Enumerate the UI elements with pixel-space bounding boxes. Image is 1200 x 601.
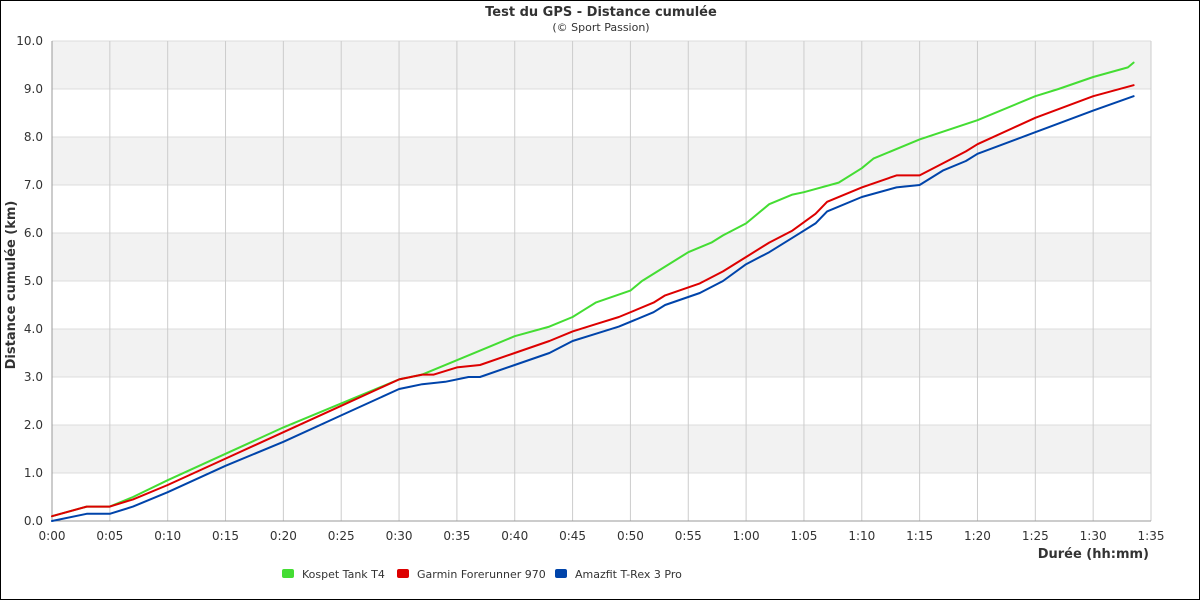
y-axis-title: Distance cumulée (km) [4, 201, 19, 370]
plot-border [51, 41, 1151, 522]
y-tick-label: 0.0 [24, 514, 43, 528]
plot-band [52, 473, 1151, 521]
plot-band [52, 425, 1151, 473]
x-tick-label: 0:00 [39, 529, 66, 543]
y-tick-label: 3.0 [24, 370, 43, 384]
plot-bands [52, 41, 1151, 521]
y-tick-label: 8.0 [24, 130, 43, 144]
y-tick-label: 9.0 [24, 82, 43, 96]
plot-band [52, 185, 1151, 233]
x-tick-label: 1:15 [906, 529, 933, 543]
y-axis-ticks: 0.0 1.0 2.0 3.0 4.0 5.0 6.0 7.0 8.0 9.0 10.0 [16, 34, 43, 528]
plot-band [52, 89, 1151, 137]
x-tick-label: 0:50 [617, 529, 644, 543]
x-tick-label: 0:15 [212, 529, 239, 543]
plot-band [52, 377, 1151, 425]
legend-swatch [555, 569, 567, 578]
legend-label: Kospet Tank T4 [302, 568, 385, 581]
x-tick-label: 1:10 [848, 529, 875, 543]
y-tick-label: 4.0 [24, 322, 43, 336]
y-tick-label: 10.0 [16, 34, 43, 48]
y-tick-label: 1.0 [24, 466, 43, 480]
series-line [51, 84, 1135, 518]
chart-subtitle: (© Sport Passion) [552, 21, 649, 34]
x-tick-label: 0:45 [559, 529, 586, 543]
x-tick-label: 0:35 [443, 529, 470, 543]
x-axis-title: Durée (hh:mm) [1038, 547, 1149, 562]
x-tick-label: 1:05 [790, 529, 817, 543]
x-tick-label: 1:35 [1138, 529, 1165, 543]
y-tick-label: 2.0 [24, 418, 43, 432]
plot-band [52, 329, 1151, 377]
x-tick-label: 1:25 [1022, 529, 1049, 543]
plot-band [52, 233, 1151, 281]
legend: Kospet Tank T4 Garmin Forerunner 970 Amazf… [282, 568, 682, 581]
x-tick-label: 0:25 [328, 529, 355, 543]
x-tick-label: 0:20 [270, 529, 297, 543]
x-tick-label: 0:55 [675, 529, 702, 543]
x-tick-label: 1:20 [964, 529, 991, 543]
x-tick-label: 1:30 [1080, 529, 1107, 543]
chart-title: Test du GPS - Distance cumulée [485, 5, 717, 20]
x-tick-label: 0:05 [96, 529, 123, 543]
plot-band [52, 281, 1151, 329]
y-tick-label: 5.0 [24, 274, 43, 288]
x-tick-label: 0:30 [386, 529, 413, 543]
legend-swatch [397, 569, 409, 578]
x-axis-ticks: 0:00 0:05 0:10 0:15 0:20 0:25 0:30 0:35 0:40 0:45… [39, 529, 1165, 543]
legend-swatch [282, 569, 294, 578]
x-tick-label: 0:10 [154, 529, 181, 543]
y-tick-label: 7.0 [24, 178, 43, 192]
series-lines [51, 61, 1135, 522]
plot-band [52, 41, 1151, 89]
x-tick-label: 1:00 [733, 529, 760, 543]
y-tick-label: 6.0 [24, 226, 43, 240]
plot-band [52, 137, 1151, 185]
legend-label: Garmin Forerunner 970 [417, 568, 546, 581]
series-line [51, 61, 1135, 518]
legend-label: Amazfit T-Rex 3 Pro [575, 568, 682, 581]
series-line [51, 95, 1135, 522]
x-tick-label: 0:40 [501, 529, 528, 543]
